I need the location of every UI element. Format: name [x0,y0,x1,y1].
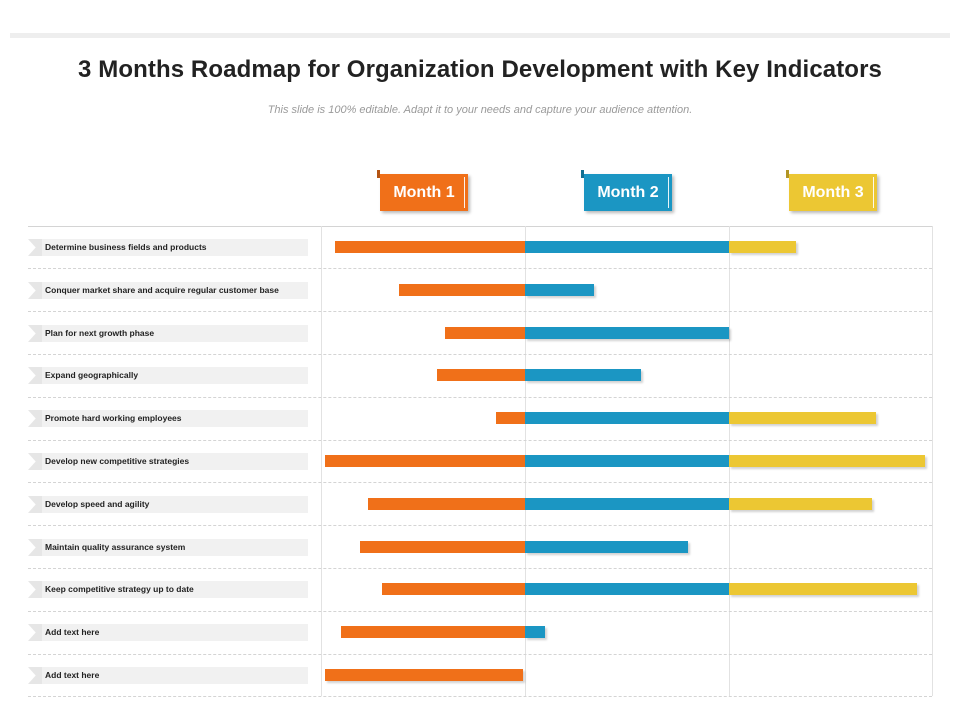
task-label-tab [28,325,42,342]
top-divider-bar [10,33,950,38]
task-bar-month-1-segment [359,541,525,553]
task-label-tab [28,539,42,556]
grid-row-divider [28,354,932,355]
task-bar-month-3-segment [729,241,797,253]
task-label-tab [28,496,42,513]
task-bar-month-2-segment [525,284,595,296]
task-bar-month-1-segment [325,669,523,681]
grid-row-divider [28,268,932,269]
grid-month-divider [321,226,322,696]
grid-row-divider [28,654,932,655]
task-label-tab [28,624,42,641]
task-bar-month-2-segment [525,541,689,553]
task-label: Plan for next growth phase [42,325,308,342]
task-bar-month-1-segment [341,626,525,638]
task-bar-month-1-segment [496,412,525,424]
task-bar-month-1-segment [445,327,525,339]
task-bar-month-3-segment [729,583,917,595]
task-label-tab [28,581,42,598]
task-label: Develop speed and agility [42,496,308,513]
task-bar-month-2-segment [525,327,729,339]
task-bar-month-1-segment [325,455,525,467]
task-label: Determine business fields and products [42,239,308,256]
month-2-header: Month 2 [584,174,672,211]
task-bar-month-2-segment [525,626,546,638]
task-label: Maintain quality assurance system [42,539,308,556]
task-bar-month-1-segment [367,498,525,510]
task-bar-month-1-segment [437,369,525,381]
task-bar-month-2-segment [525,455,729,467]
task-bar-month-3-segment [729,412,876,424]
task-bar-month-1-segment [398,284,525,296]
grid-row-divider [28,482,932,483]
grid-row-divider [28,440,932,441]
task-label-tab [28,282,42,299]
task-bar-month-3-segment [729,455,925,467]
task-label: Expand geographically [42,367,308,384]
task-bar-month-2-segment [525,369,642,381]
page-title: 3 Months Roadmap for Organization Develo… [78,56,882,83]
grid-row-divider [28,696,932,697]
task-bar-month-2-segment [525,241,729,253]
grid-row-divider [28,611,932,612]
task-label-tab [28,453,42,470]
task-label-tab [28,239,42,256]
grid-row-divider [28,397,932,398]
task-label: Promote hard working employees [42,410,308,427]
task-label: Develop new competitive strategies [42,453,308,470]
month-3-header: Month 3 [789,174,877,211]
task-label: Add text here [42,667,308,684]
task-bar-month-1-segment [335,241,525,253]
task-label: Add text here [42,624,308,641]
task-label-tab [28,667,42,684]
grid-month-divider [932,226,933,696]
grid-row-divider [28,568,932,569]
task-bar-month-2-segment [525,583,729,595]
page-subtitle: This slide is 100% editable. Adapt it to… [267,104,693,116]
task-bar-month-3-segment [729,498,872,510]
task-label: Keep competitive strategy up to date [42,581,308,598]
grid-row-divider [28,525,932,526]
grid-row-divider [28,311,932,312]
task-bar-month-2-segment [525,498,729,510]
month-1-header: Month 1 [380,174,468,211]
grid-top-line [28,226,932,227]
task-bar-month-2-segment [525,412,729,424]
task-label-tab [28,410,42,427]
task-label-tab [28,367,42,384]
task-bar-month-1-segment [382,583,525,595]
task-label: Conquer market share and acquire regular… [42,282,308,299]
